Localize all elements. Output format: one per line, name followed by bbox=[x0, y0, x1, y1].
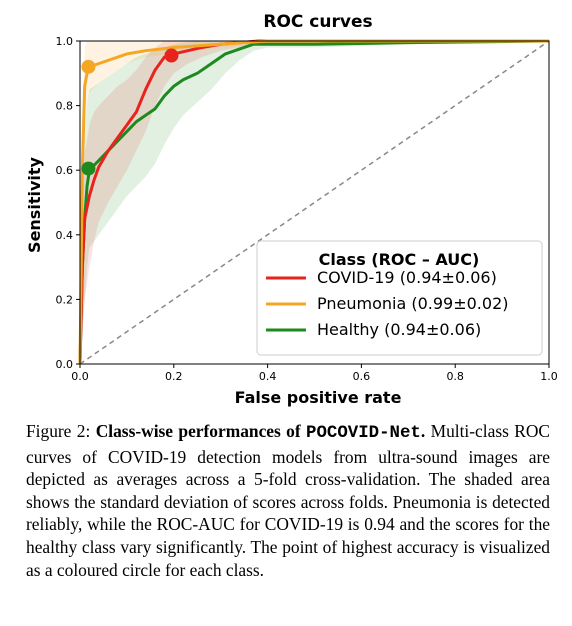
y-tick-label: 1.0 bbox=[56, 35, 74, 48]
x-tick-label: 0.0 bbox=[71, 370, 89, 383]
legend-label-0: COVID-19 (0.94±0.06) bbox=[317, 268, 497, 287]
y-tick-label: 0.8 bbox=[56, 100, 74, 113]
legend-label-1: Pneumonia (0.99±0.02) bbox=[317, 294, 508, 313]
x-tick-label: 0.6 bbox=[353, 370, 371, 383]
y-axis-label: Sensitivity bbox=[25, 156, 44, 252]
x-tick-label: 0.8 bbox=[446, 370, 464, 383]
figure-caption: Figure 2: Class-wise performances of POC… bbox=[26, 420, 550, 581]
caption-bold-lead: Class-wise performances of bbox=[95, 421, 307, 441]
legend-entries: COVID-19 (0.94±0.06) Pneumonia (0.99±0.02… bbox=[266, 268, 508, 339]
std-band-2 bbox=[80, 41, 549, 364]
x-axis-label: False positive rate bbox=[235, 388, 402, 407]
y-tick-label: 0.2 bbox=[56, 293, 74, 306]
legend-title: Class (ROC – AUC) bbox=[319, 250, 480, 269]
chart-title: ROC curves bbox=[263, 12, 372, 32]
std-bands bbox=[80, 41, 549, 364]
y-axis-ticks: 0.0 0.2 0.4 0.6 0.8 1.0 bbox=[56, 35, 80, 371]
caption-bold-end: . bbox=[420, 421, 426, 441]
x-tick-label: 0.4 bbox=[259, 370, 277, 383]
caption-body: Multi-class ROC curves of COVID-19 detec… bbox=[26, 421, 551, 580]
chance-diagonal bbox=[79, 40, 550, 365]
x-tick-label: 1.0 bbox=[540, 370, 558, 383]
x-tick-label: 0.2 bbox=[165, 370, 183, 383]
legend-box bbox=[256, 240, 543, 356]
best-accuracy-marker-0 bbox=[164, 48, 179, 63]
x-axis-ticks: 0.0 0.2 0.4 0.6 0.8 1.0 bbox=[71, 364, 558, 383]
roc-chart: ROC curves 0.0 0.2 0.4 0.6 0.8 1.0 0.00.20.40… bbox=[25, 12, 558, 407]
caption-model-name: POCOVID-Net bbox=[306, 424, 421, 443]
legend-label-2: Healthy (0.94±0.06) bbox=[317, 320, 481, 339]
best-accuracy-markers bbox=[81, 48, 179, 176]
roc-line-1 bbox=[78, 39, 549, 365]
y-tick-label: 0.0 bbox=[56, 358, 74, 371]
plot-frame bbox=[79, 40, 550, 365]
best-accuracy-marker-2 bbox=[81, 161, 96, 176]
legend: Class (ROC – AUC) COVID-19 (0.94±0.06) Pn… bbox=[256, 240, 543, 356]
y-tick-label: 0.4 bbox=[56, 229, 74, 242]
y-tick-label: 0.6 bbox=[56, 164, 74, 177]
caption-label: Figure 2: bbox=[26, 421, 96, 441]
best-accuracy-marker-1 bbox=[81, 59, 96, 74]
